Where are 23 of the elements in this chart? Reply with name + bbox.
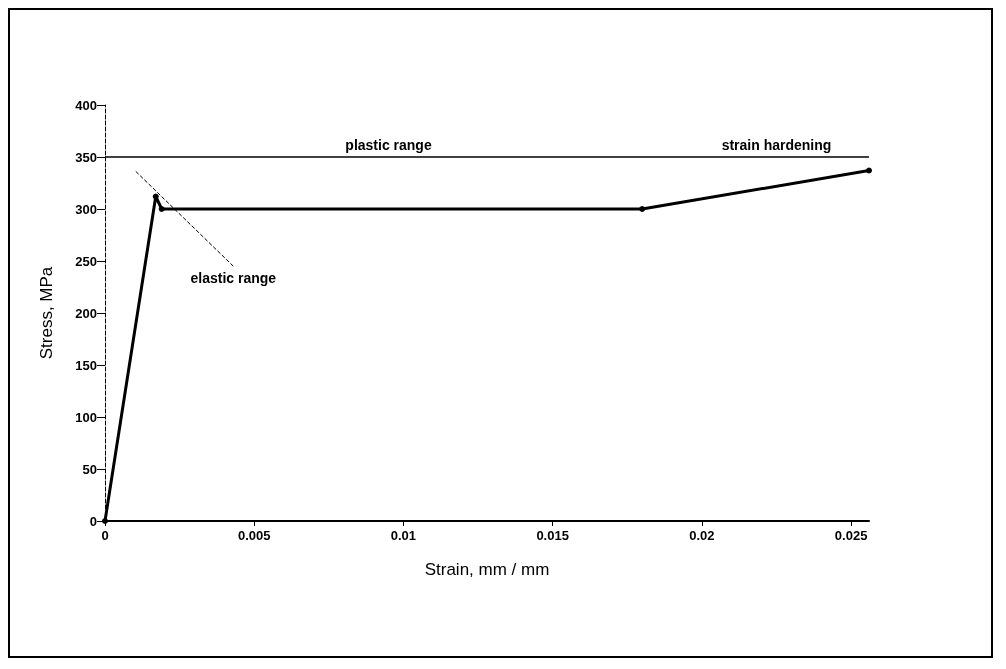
annotation: elastic range xyxy=(190,270,277,287)
x-axis-title: Strain, mm / mm xyxy=(424,560,550,579)
x-tick-label: 0.005 xyxy=(237,528,271,543)
y-axis-title: Stress, MPa xyxy=(37,266,56,360)
x-tick-label: 0.025 xyxy=(834,528,868,543)
point xyxy=(158,206,165,212)
point xyxy=(866,167,872,174)
y-tick-label: 400 xyxy=(75,97,97,113)
y-tick-label: 300 xyxy=(75,201,97,217)
x-tick-label: 0.02 xyxy=(689,528,715,543)
annotation: strain hardening xyxy=(721,137,832,153)
y-tick-label: 250 xyxy=(75,253,97,269)
x-tick-label: 0.01 xyxy=(390,528,417,543)
y-tick-label: 350 xyxy=(75,149,97,165)
y-tick-label: 0 xyxy=(89,513,97,529)
y-tick-label: 50 xyxy=(82,461,97,477)
point xyxy=(639,206,646,212)
y-tick-label: 100 xyxy=(75,409,97,425)
x-tick-label: 0.015 xyxy=(536,528,569,543)
annotation: plastic range xyxy=(345,137,432,153)
x-tick-label: 0 xyxy=(101,528,109,543)
y-tick-label: 150 xyxy=(75,357,97,373)
y-tick-label: 200 xyxy=(75,305,97,321)
